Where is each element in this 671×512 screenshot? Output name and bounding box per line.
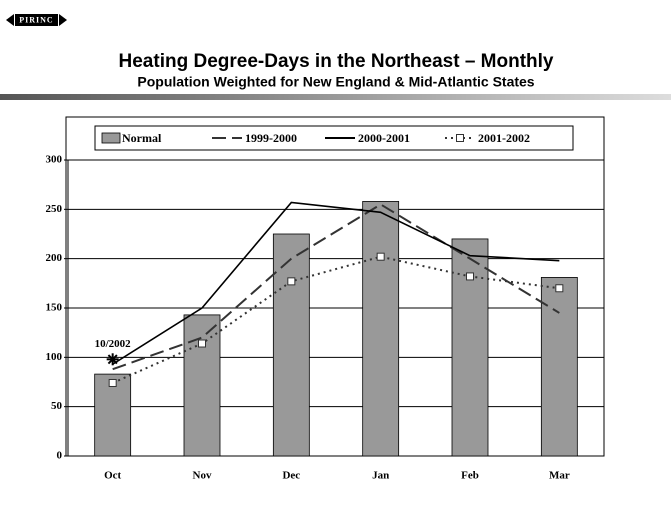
y-tick-label: 150 <box>46 302 63 314</box>
plot-frame <box>65 116 605 457</box>
chart-subtitle: Population Weighted for New England & Mi… <box>137 74 534 90</box>
bar <box>183 314 221 457</box>
logo-box <box>15 14 58 26</box>
line-series <box>112 255 560 384</box>
legend-label: 1999-2000 <box>245 131 297 145</box>
bar <box>451 238 489 457</box>
bar <box>94 373 132 457</box>
x-tick-label: Dec <box>282 470 300 482</box>
bar <box>540 277 578 457</box>
legend-label: 2001-2002 <box>478 131 530 145</box>
logo: PIRINC <box>19 15 53 24</box>
y-tick-label: 50 <box>51 400 63 412</box>
line-series <box>112 201 560 365</box>
x-tick-label: Oct <box>104 470 121 482</box>
bar <box>362 201 400 457</box>
legend-marker <box>456 134 464 142</box>
marker <box>555 284 564 293</box>
legend-label: 2000-2001 <box>358 131 410 145</box>
legend-swatch <box>101 132 121 144</box>
logo-arrow <box>59 14 67 26</box>
marker <box>376 252 385 261</box>
x-tick-label: Feb <box>461 470 479 482</box>
y-tick-label: 300 <box>46 154 63 166</box>
y-tick-label: 0 <box>57 450 63 462</box>
logo-arrow <box>6 14 14 26</box>
bar <box>272 233 310 457</box>
x-tick-label: Nov <box>193 470 212 482</box>
y-tick-label: 250 <box>46 203 63 215</box>
line-series <box>112 203 560 371</box>
y-tick-label: 200 <box>46 252 63 264</box>
x-tick-label: Mar <box>549 470 570 482</box>
marker <box>466 272 474 281</box>
marker <box>108 378 117 387</box>
annotation-marker <box>106 353 119 366</box>
y-tick-label: 100 <box>46 351 63 363</box>
marker <box>198 339 206 348</box>
x-tick-label: Jan <box>372 470 389 482</box>
chart-title: Heating Degree-Days in the Northeast – M… <box>119 51 554 72</box>
legend-label: Normal <box>122 131 162 145</box>
title-rule <box>0 94 671 100</box>
annotation-label: 10/2002 <box>95 338 132 350</box>
marker <box>287 277 296 286</box>
asterisk-stroke <box>107 354 118 365</box>
